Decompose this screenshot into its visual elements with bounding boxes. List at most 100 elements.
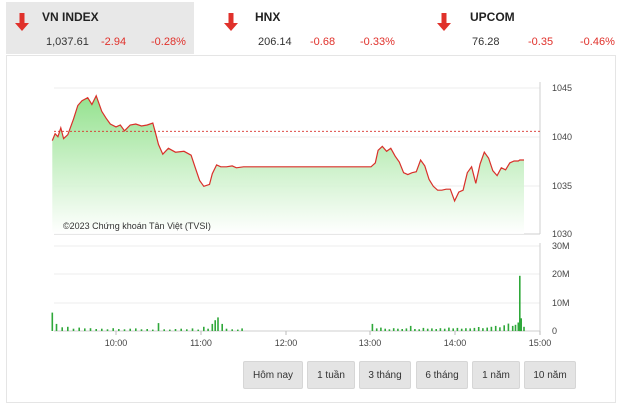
volume-bar	[392, 328, 395, 331]
volume-tick: 10M	[552, 298, 570, 308]
volume-bar	[169, 329, 171, 331]
volume-bar	[452, 328, 454, 331]
volume-bar	[72, 328, 75, 331]
time-tick: 13:00	[359, 338, 382, 348]
index-value: 206.14	[258, 36, 292, 48]
range-button-today[interactable]: Hôm nay	[243, 361, 303, 389]
volume-bar	[203, 326, 205, 332]
index-value: 76.28	[472, 36, 500, 48]
volume-bar	[106, 329, 109, 331]
volume-bar	[469, 328, 471, 331]
volume-bar	[118, 329, 120, 331]
volume-tick: 0	[552, 326, 557, 336]
price-tick: 1045	[552, 83, 572, 93]
volume-bar	[231, 329, 233, 331]
range-button-1-week[interactable]: 1 tuần	[307, 361, 355, 389]
volume-bar	[477, 327, 480, 331]
volume-bar	[180, 328, 182, 331]
volume-bar	[388, 329, 391, 331]
chart-copyright: ©2023 Chứng khoán Tân Việt (TVSI)	[63, 221, 211, 231]
volume-bar	[431, 328, 433, 331]
volume-bar	[129, 328, 131, 331]
volume-bar	[409, 325, 412, 331]
volume-bar	[514, 324, 517, 331]
price-tick: 1035	[552, 181, 572, 191]
time-axis: 10:00 11:00 12:00 13:00 14:00 15:00	[105, 331, 552, 348]
index-change: -0.35	[528, 36, 554, 48]
volume-bar	[371, 323, 374, 331]
volume-bar	[112, 328, 114, 331]
volume-bar	[207, 328, 209, 331]
volume-bar	[414, 329, 416, 331]
volume-bar	[448, 327, 450, 331]
price-tick: 1040	[552, 132, 572, 142]
volume-bar	[146, 329, 148, 331]
index-tab-vnindex[interactable]: VN INDEX 1,037.61 -2.94 -0.28%	[6, 2, 194, 54]
volume-bar	[214, 320, 216, 331]
index-tab-upcom[interactable]: UPCOM 76.28 -0.35 -0.46%	[428, 2, 620, 54]
volume-bar	[443, 328, 446, 331]
time-tick: 14:00	[444, 338, 467, 348]
index-name: HNX	[255, 10, 281, 24]
volume-bar	[163, 329, 165, 331]
range-button-3-months[interactable]: 3 tháng	[359, 361, 411, 389]
volume-bar	[511, 325, 514, 331]
range-button-10-years[interactable]: 10 năm	[524, 361, 576, 389]
index-name: VN INDEX	[42, 10, 99, 24]
volume-bar	[422, 327, 425, 331]
price-line	[51, 94, 524, 203]
volume-bar	[67, 326, 69, 332]
volume-bar	[89, 328, 92, 331]
index-bar: VN INDEX 1,037.61 -2.94 -0.28% HNX 206.1…	[0, 0, 623, 55]
volume-bar	[397, 328, 399, 331]
volume-bar	[123, 329, 126, 331]
time-tick: 10:00	[105, 338, 128, 348]
volume-tick: 20M	[552, 269, 570, 279]
volume-bar	[456, 327, 459, 331]
index-value: 1,037.61	[46, 36, 89, 48]
volume-bar	[465, 328, 467, 331]
volume-bar	[241, 328, 243, 331]
index-percent: -0.46%	[580, 36, 615, 48]
time-tick: 12:00	[275, 338, 298, 348]
volume-bar	[140, 329, 143, 331]
volume-bar	[217, 317, 219, 331]
index-name: UPCOM	[470, 10, 515, 24]
volume-bar	[520, 318, 522, 332]
volume-bar	[221, 323, 223, 331]
volume-bar	[473, 327, 476, 331]
volume-bar	[401, 329, 403, 331]
price-axis: 1045 1040 1035 1030	[552, 83, 572, 239]
volume-bar	[55, 323, 58, 331]
volume-bar	[101, 328, 103, 331]
volume-bar	[384, 328, 386, 331]
volume-bar	[51, 312, 54, 331]
volume-bar	[225, 328, 228, 331]
volume-bar	[517, 322, 520, 331]
volume-bar	[157, 323, 160, 331]
volume-bar	[191, 328, 194, 331]
volume-bar	[523, 326, 525, 332]
volume-bar	[499, 327, 501, 331]
volume-bar	[237, 329, 239, 331]
volume-bar	[426, 328, 429, 331]
range-button-1-year[interactable]: 1 năm	[472, 361, 520, 389]
volume-bar	[152, 329, 154, 331]
index-percent: -0.28%	[151, 36, 186, 48]
volume-bar	[61, 327, 63, 331]
volume-bar	[439, 328, 442, 331]
volume-bar	[380, 327, 382, 331]
price-tick: 1030	[552, 229, 572, 239]
index-tab-hnx[interactable]: HNX 206.14 -0.68 -0.33%	[215, 2, 415, 54]
volume-bar	[503, 325, 505, 331]
time-tick: 15:00	[529, 338, 552, 348]
volume-bar	[486, 327, 488, 331]
volume-bar	[482, 328, 484, 331]
volume-bar	[211, 323, 214, 331]
volume-bar	[435, 329, 437, 331]
volume-bar	[405, 328, 408, 331]
volume-bar	[494, 325, 497, 331]
index-change: -2.94	[101, 36, 127, 48]
range-button-6-months[interactable]: 6 tháng	[416, 361, 468, 389]
